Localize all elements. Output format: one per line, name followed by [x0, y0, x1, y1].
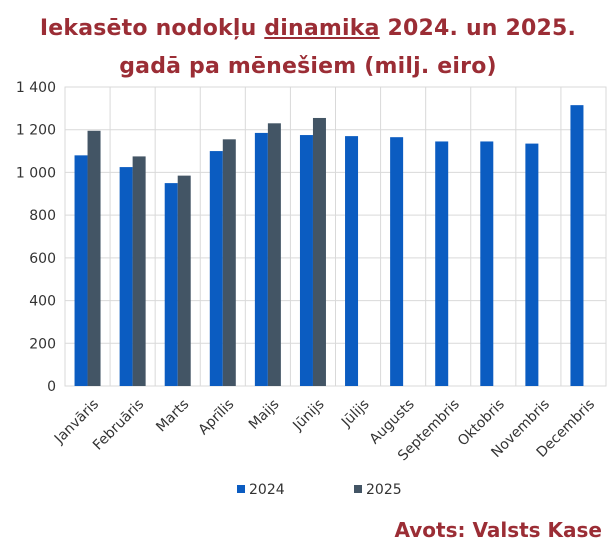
chart-title-line-2: gadā pa mēnešiem (milj. eiro) — [119, 54, 497, 79]
y-tick-label: 600 — [29, 251, 56, 267]
y-tick-label: 800 — [29, 208, 56, 224]
y-tick-label: 400 — [29, 294, 56, 310]
title-underlined-word: dinamika — [264, 16, 380, 41]
bar-2024-11 — [525, 143, 539, 386]
source-label: Avots: Valsts Kase — [394, 518, 603, 542]
chart-title-line-1: Iekasēto nodokļu dinamika 2024. un 2025. — [0, 10, 616, 48]
x-tick-label: Jūlijs — [338, 396, 373, 431]
x-tick-label: Marts — [153, 396, 192, 435]
title-part-2: 2024. un 2025. — [379, 16, 577, 41]
bar-2025-4 — [222, 139, 236, 386]
y-tick-label: 1 000 — [16, 165, 56, 181]
y-tick-label: 1 400 — [16, 80, 56, 96]
bar-2024-12 — [570, 105, 584, 387]
legend-swatch-2025 — [354, 485, 362, 493]
y-tick-label: 0 — [47, 379, 56, 395]
bar-2024-9 — [435, 141, 449, 386]
bar-2025-5 — [267, 123, 281, 387]
bar-2024-2 — [119, 167, 133, 386]
bar-2024-1 — [74, 155, 88, 386]
bar-2024-3 — [164, 183, 178, 386]
bar-2024-6 — [299, 135, 313, 386]
x-tick-label: Jūnijs — [289, 396, 327, 434]
bar-2025-6 — [312, 117, 326, 386]
bar-2025-3 — [177, 175, 191, 386]
bar-2024-7 — [345, 136, 359, 386]
bar-2024-10 — [480, 141, 494, 386]
x-tick-label: Aprīlis — [196, 396, 238, 438]
bar-2025-1 — [87, 130, 101, 386]
x-tick-label: Maijs — [246, 396, 283, 433]
legend-label-2024: 2024 — [249, 482, 285, 498]
y-tick-label: 200 — [29, 336, 56, 352]
bar-2024-5 — [254, 132, 268, 386]
bar-2024-4 — [209, 151, 223, 386]
chart-title: Iekasēto nodokļu dinamika 2024. un 2025.… — [0, 10, 616, 86]
title-part-1: Iekasēto nodokļu — [39, 16, 265, 41]
bar-2024-8 — [390, 137, 404, 386]
bar-2025-2 — [132, 156, 146, 386]
y-tick-label: 1 200 — [16, 123, 56, 139]
legend-label-2025: 2025 — [366, 482, 402, 498]
legend-swatch-2024 — [237, 485, 245, 493]
